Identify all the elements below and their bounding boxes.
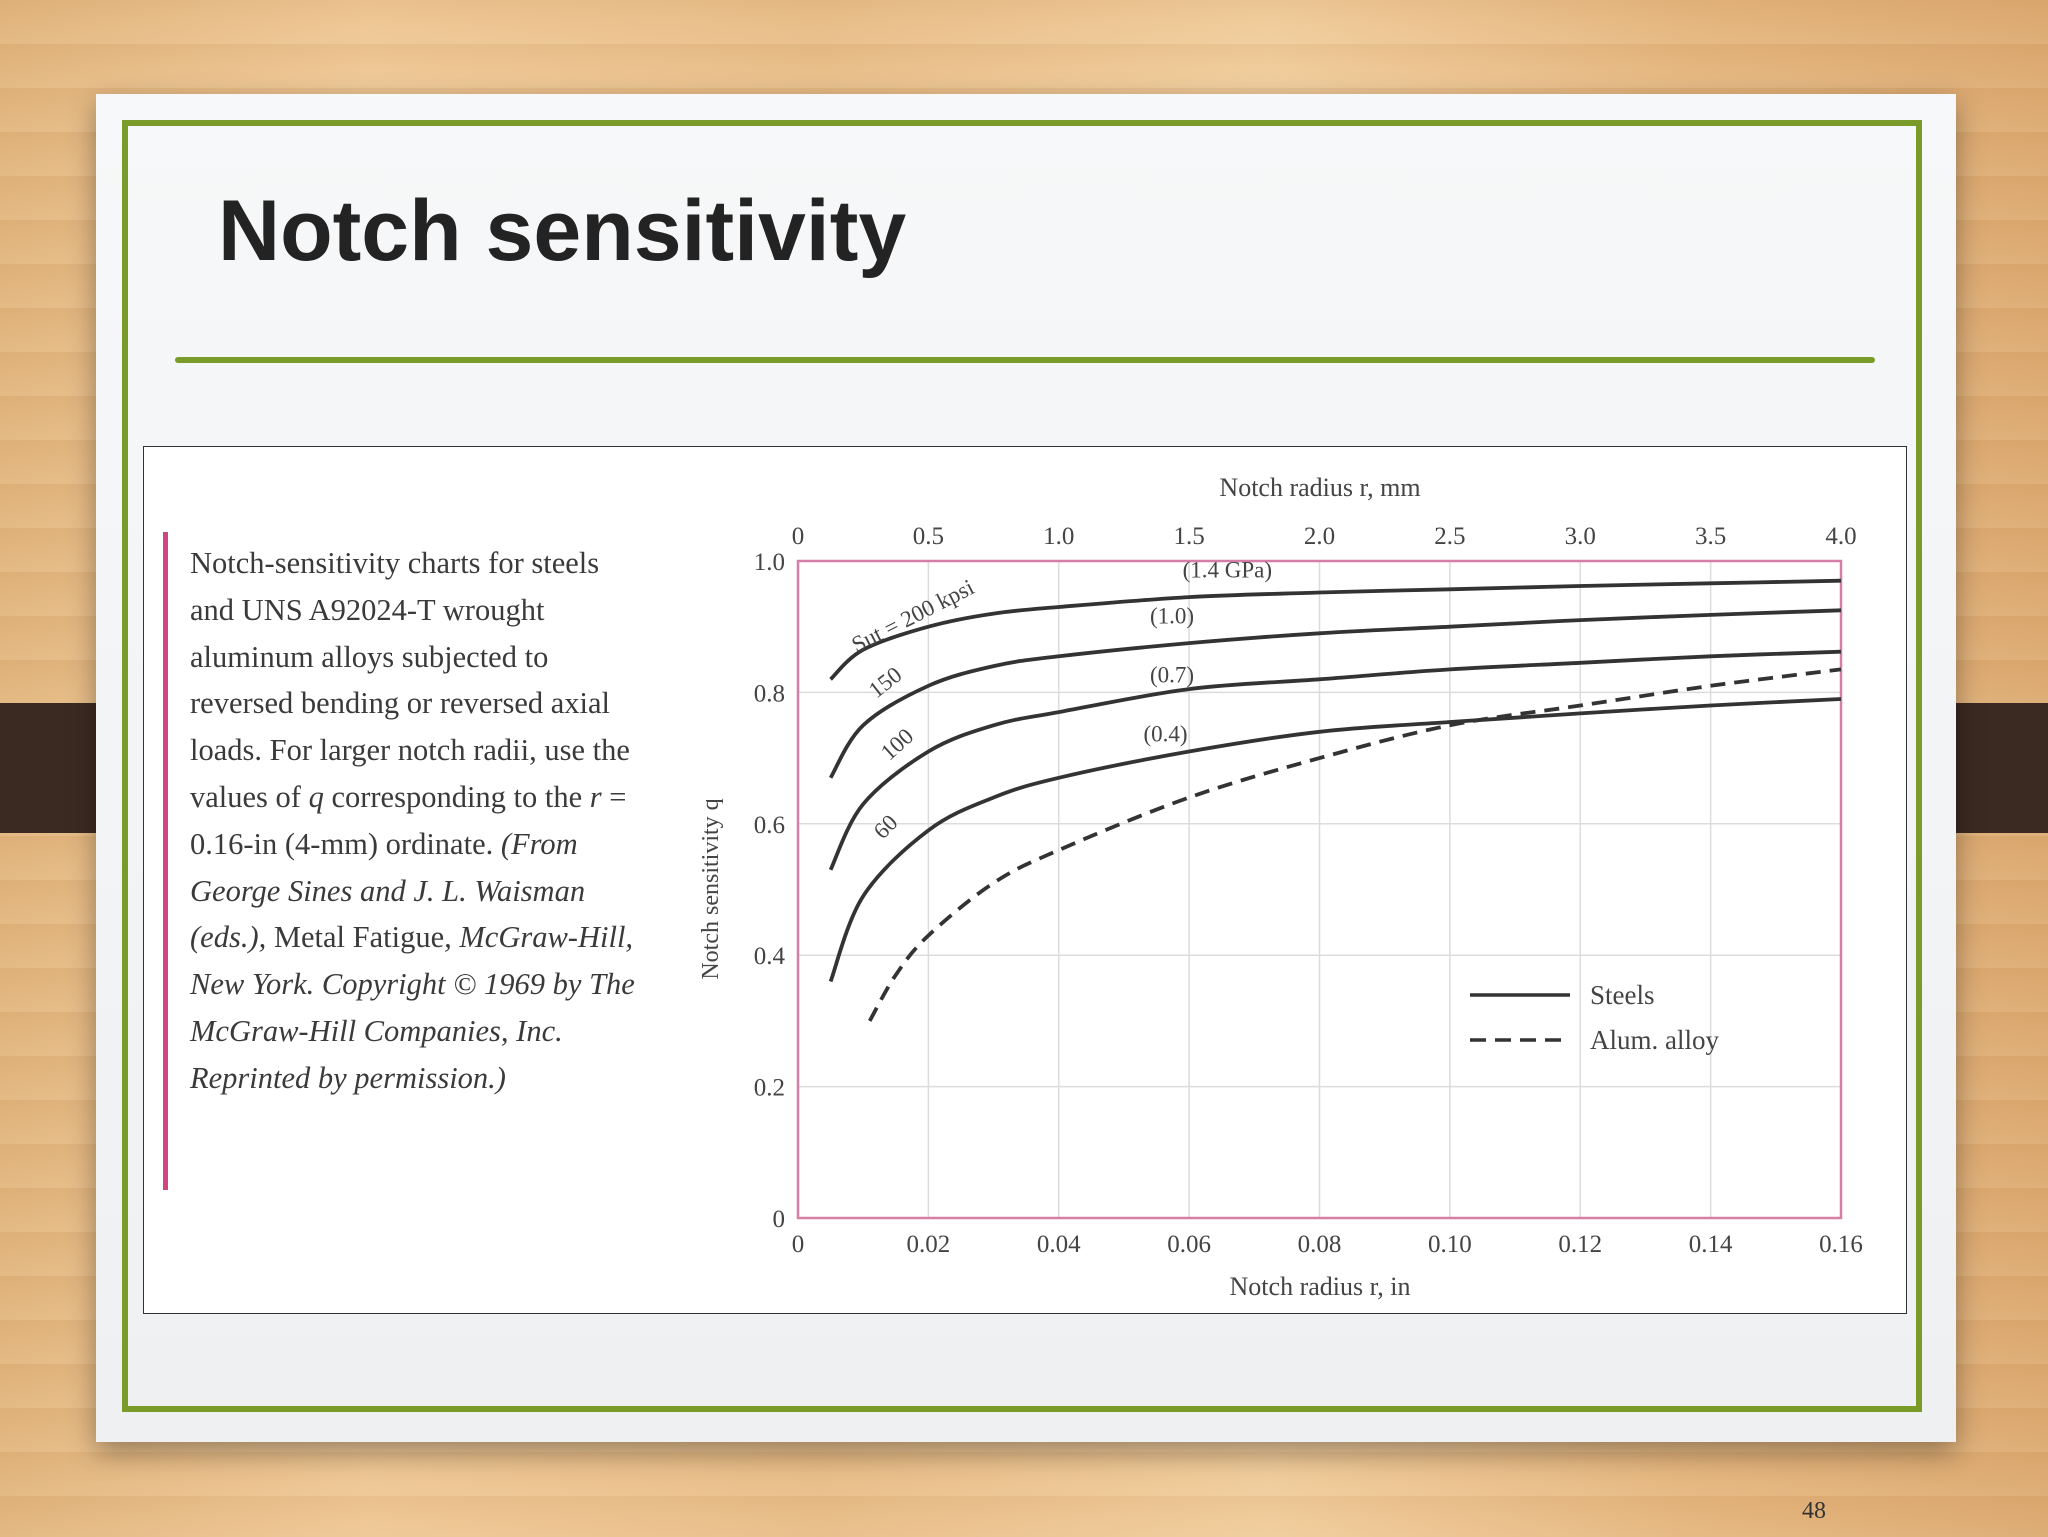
chart-curve-labels: Sut = 200 kpsi (1.4 GPa) (1.0) 150 (0.7) 100 (… [848, 557, 1272, 843]
curve-label: (1.4 GPa) [1183, 557, 1272, 582]
top-x-tick-label: 4.0 [1825, 523, 1856, 550]
top-x-tick-label: 2.5 [1434, 523, 1465, 550]
plot-frame [796, 559, 1843, 1220]
caption-source: (From George Sines and J. L. Waisman (ed… [190, 826, 586, 955]
caption-text-3: = 0.16-in (4-mm) ordinate. [190, 779, 627, 861]
x-tick-label: 0.14 [1689, 1231, 1733, 1258]
top-x-tick-label: 3.0 [1565, 523, 1596, 550]
x-tick-label: 0.12 [1558, 1231, 1602, 1258]
caption-text-1: Notch-sensitivity charts for steels and … [190, 546, 630, 814]
caption-copyright: , McGraw-Hill, New York. Copyright © 196… [190, 920, 635, 1095]
caption-book: Metal Fatigue [273, 920, 445, 955]
y-tick-label: 0 [773, 1206, 786, 1233]
top-x-tick-label: 1.5 [1174, 523, 1205, 550]
x-tick-label: 0.06 [1167, 1231, 1211, 1258]
chart-ticks: 0 0.02 0.04 0.06 0.08 0.10 0.12 0.14 0.16 0 0.5 1.0… [754, 523, 1863, 1258]
curve-label: Sut = 200 kpsi [848, 574, 979, 657]
series-line-steel-2 [828, 649, 1842, 871]
x-tick-label: 0.04 [1037, 1231, 1081, 1258]
slide-title: Notch sensitivity [218, 183, 907, 279]
legend-label-alum: Alum. alloy [1590, 1025, 1719, 1055]
x-tick-label: 0.02 [907, 1231, 951, 1258]
y-tick-label: 0.8 [754, 680, 785, 707]
chart-series [828, 578, 1842, 1022]
y-axis-label: Notch sensitivity q [698, 798, 724, 979]
caption-r: r [589, 779, 602, 814]
legend-label-steels: Steels [1590, 980, 1655, 1010]
series-line-steel-0 [829, 578, 1842, 681]
x-tick-label: 0.08 [1298, 1231, 1342, 1258]
chart-legend: Steels Alum. alloy [1470, 980, 1719, 1055]
series-line-steel-3 [828, 697, 1842, 983]
y-tick-label: 0.4 [754, 943, 786, 970]
top-x-tick-label: 2.0 [1304, 523, 1335, 550]
x-tick-label: 0.10 [1428, 1231, 1472, 1258]
x-tick-label: 0.16 [1819, 1231, 1863, 1258]
slide-frame [122, 120, 1922, 1412]
caption-q: q [308, 779, 324, 814]
top-x-tick-label: 1.0 [1043, 523, 1074, 550]
caption-text-2: corresponding to the [323, 779, 590, 814]
figure-panel [143, 446, 1907, 1314]
y-tick-label: 0.6 [754, 812, 785, 839]
curve-label: (1.0) [1150, 603, 1194, 628]
y-tick-label: 1.0 [754, 549, 785, 576]
top-x-tick-label: 0 [792, 523, 805, 550]
caption-accent-bar [163, 532, 168, 1190]
curve-label: 150 [864, 662, 907, 703]
x-axis-label: Notch radius r, in [1230, 1272, 1411, 1301]
curve-label: (0.7) [1150, 663, 1194, 688]
page-number: 48 [1802, 1498, 1826, 1524]
curve-label: 60 [869, 810, 903, 844]
top-x-axis-label: Notch radius r, mm [1219, 473, 1420, 502]
top-x-tick-label: 3.5 [1695, 523, 1726, 550]
figure-caption: Notch-sensitivity charts for steels and … [190, 540, 650, 1102]
curve-label: (0.4) [1143, 722, 1187, 747]
curve-label: 100 [876, 723, 918, 765]
y-tick-label: 0.2 [754, 1075, 785, 1102]
title-divider [175, 357, 1875, 363]
series-line-steel-1 [828, 608, 1842, 779]
chart-grid [798, 561, 1841, 1218]
x-tick-label: 0 [792, 1231, 805, 1258]
top-x-tick-label: 0.5 [913, 523, 944, 550]
series-line-alum-alloy [868, 667, 1842, 1022]
